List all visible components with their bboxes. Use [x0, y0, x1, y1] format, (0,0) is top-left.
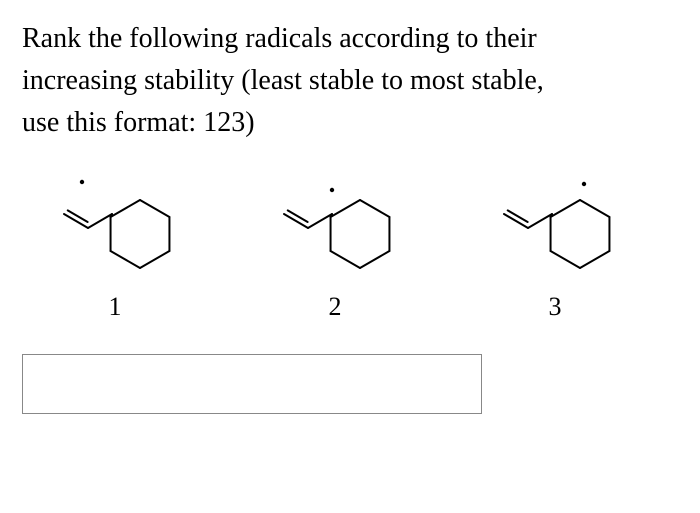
molecule-3: 3: [470, 168, 640, 322]
structure-3: [470, 168, 640, 288]
prompt-line: use this format: 123): [22, 107, 255, 138]
molecule-label: 1: [109, 292, 122, 322]
molecule-row: 1 2 3: [22, 168, 678, 322]
prompt-line: increasing stability (least stable to mo…: [22, 65, 544, 96]
question-prompt: Rank the following radicals according to…: [22, 18, 678, 144]
molecule-label: 3: [549, 292, 562, 322]
prompt-line: Rank the following radicals according to…: [22, 23, 537, 54]
answer-input[interactable]: [22, 354, 482, 414]
structure-1: [30, 168, 200, 288]
molecule-label: 2: [329, 292, 342, 322]
structure-2: [250, 168, 420, 288]
molecule-2: 2: [250, 168, 420, 322]
molecule-1: 1: [30, 168, 200, 322]
